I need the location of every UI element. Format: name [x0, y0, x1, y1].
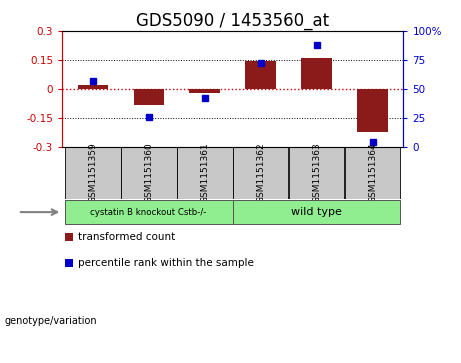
Bar: [289, 147, 344, 199]
Text: GSM1151364: GSM1151364: [368, 142, 377, 203]
Title: GDS5090 / 1453560_at: GDS5090 / 1453560_at: [136, 12, 329, 29]
Bar: [77, 85, 108, 89]
Bar: [134, 89, 164, 105]
Bar: [189, 89, 220, 93]
Text: GSM1151359: GSM1151359: [89, 142, 97, 203]
Bar: [65, 147, 121, 199]
Bar: [177, 147, 232, 199]
Text: wild type: wild type: [291, 207, 342, 217]
Text: cystatin B knockout Cstb-/-: cystatin B knockout Cstb-/-: [90, 208, 207, 217]
Text: genotype/variation: genotype/variation: [5, 316, 97, 326]
Text: GSM1151362: GSM1151362: [256, 142, 265, 203]
Text: GSM1151361: GSM1151361: [201, 142, 209, 203]
Text: percentile rank within the sample: percentile rank within the sample: [78, 258, 254, 268]
Bar: [65, 200, 232, 224]
Bar: [245, 61, 276, 89]
Bar: [121, 147, 177, 199]
Bar: [301, 58, 332, 89]
Bar: [233, 147, 289, 199]
Text: transformed count: transformed count: [78, 232, 176, 242]
Bar: [357, 89, 388, 132]
Text: GSM1151360: GSM1151360: [144, 142, 154, 203]
Bar: [345, 147, 400, 199]
Bar: [233, 200, 400, 224]
Text: GSM1151363: GSM1151363: [312, 142, 321, 203]
